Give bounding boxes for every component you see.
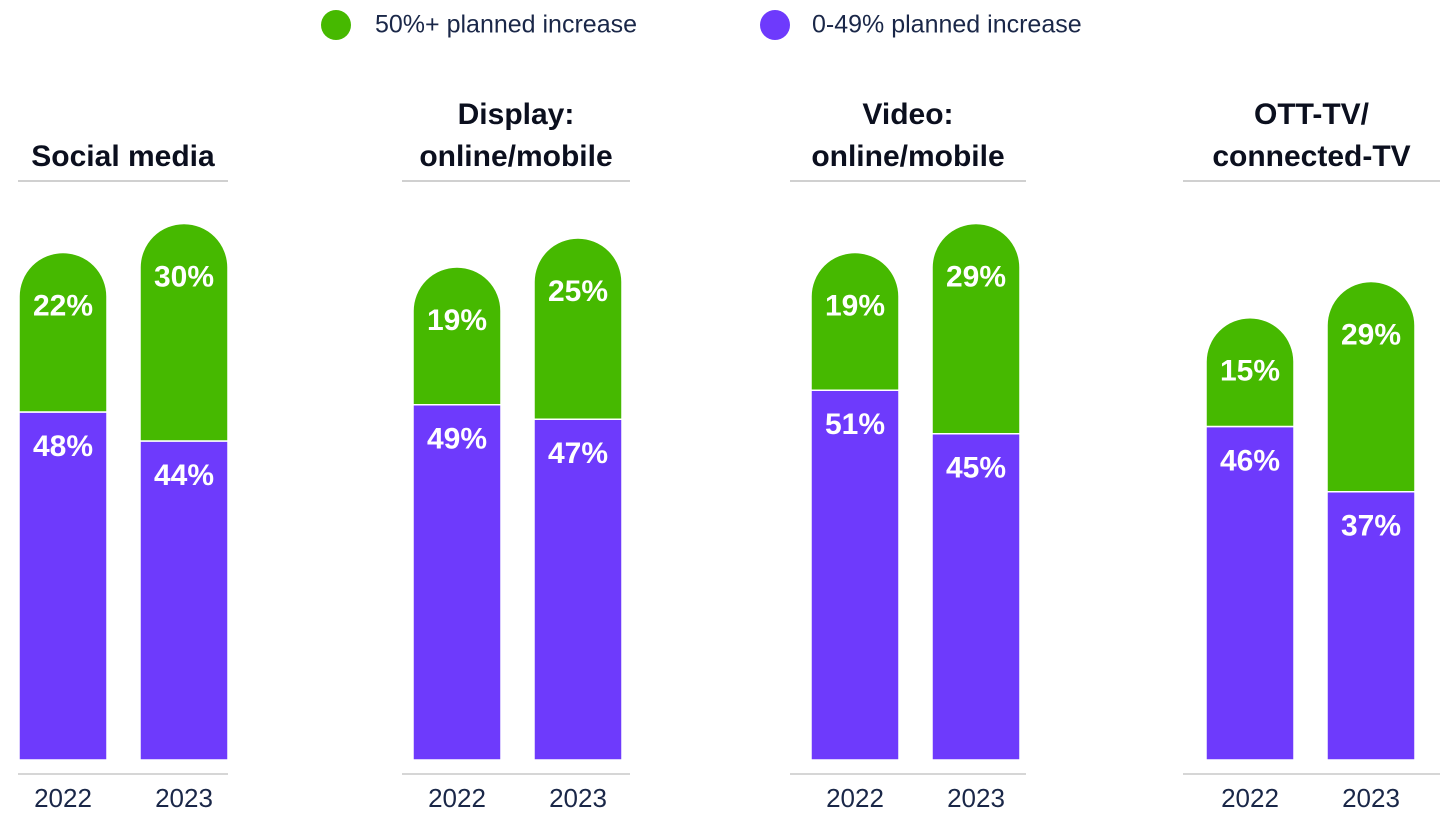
panel-title: OTT-TV/ connected-TV — [1183, 94, 1440, 182]
x-tick-label: 2023 — [947, 783, 1005, 813]
x-tick-label: 2023 — [1342, 783, 1400, 813]
legend-swatch — [321, 10, 351, 40]
value-label: 29% — [946, 260, 1006, 293]
value-label: 47% — [548, 437, 608, 470]
bar-segment — [810, 389, 900, 761]
bar-segment — [139, 222, 229, 442]
bar-segment — [810, 251, 900, 391]
bar-segment — [533, 237, 623, 420]
value-label: 46% — [1220, 444, 1280, 477]
value-label: 30% — [154, 260, 214, 293]
bar-segment — [18, 411, 108, 761]
bar-segment — [1326, 280, 1416, 493]
value-label: 48% — [33, 430, 93, 463]
panel-title: Video: online/mobile — [790, 94, 1026, 182]
value-label: 45% — [946, 452, 1006, 485]
bar-segment — [931, 222, 1021, 435]
x-tick-label: 2023 — [155, 783, 213, 813]
x-tick-label: 2023 — [549, 783, 607, 813]
x-tick-label: 2022 — [826, 783, 884, 813]
legend-label: 0-49% planned increase — [812, 11, 1082, 39]
value-label: 29% — [1341, 318, 1401, 351]
value-label: 15% — [1220, 355, 1280, 388]
x-tick-label: 2022 — [1221, 783, 1279, 813]
value-label: 44% — [154, 459, 214, 492]
bar-segment — [412, 404, 502, 761]
bar-segment — [412, 266, 502, 406]
value-label: 22% — [33, 289, 93, 322]
value-label: 49% — [427, 423, 487, 456]
panel-title: Display: online/mobile — [402, 94, 630, 182]
bar-segment — [18, 251, 108, 413]
value-label: 25% — [548, 275, 608, 308]
x-tick-label: 2022 — [428, 783, 486, 813]
value-label: 19% — [825, 289, 885, 322]
value-label: 37% — [1341, 510, 1401, 543]
panel-title: Social media — [18, 136, 228, 182]
value-label: 19% — [427, 304, 487, 337]
bar-segment — [1205, 317, 1295, 428]
bar-segment — [533, 418, 623, 761]
legend-label: 50%+ planned increase — [375, 11, 637, 39]
x-tick-label: 2022 — [34, 783, 92, 813]
value-label: 51% — [825, 408, 885, 441]
legend-swatch — [760, 10, 790, 40]
